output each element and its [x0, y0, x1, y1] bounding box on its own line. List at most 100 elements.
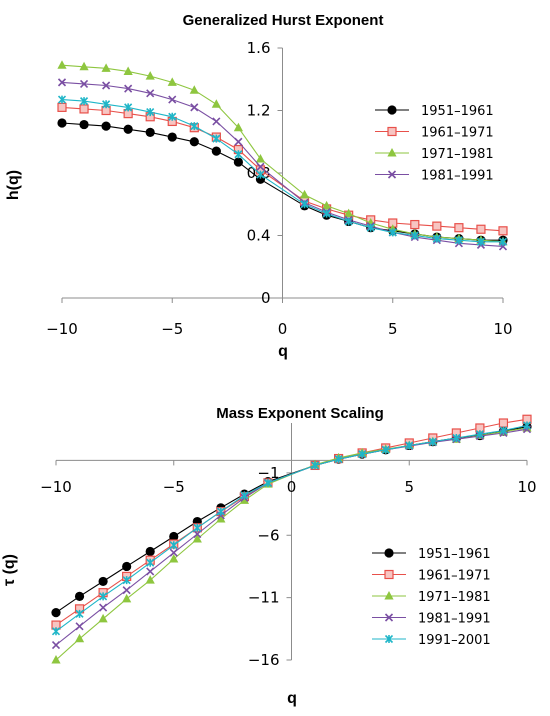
chart2-legend-label: 1971–1981	[418, 590, 491, 605]
chart1-y-axis-label: h(q)	[5, 170, 22, 200]
chart1-x-tick-label: 10	[493, 320, 512, 338]
chart1-y-tick-label: 0.4	[247, 227, 271, 245]
chart2-legend-label: 1981–1991	[418, 612, 491, 627]
chart2-data-point	[310, 461, 320, 470]
chart1-data-point	[322, 200, 332, 210]
chart1-data-point	[79, 104, 89, 114]
chart1-data-point	[124, 103, 133, 112]
chart2-legend-label: 1961–1971	[418, 569, 491, 584]
chart1-data-point	[299, 189, 310, 199]
chart2-data-point	[145, 546, 155, 557]
chart2-y-tick-label: −11	[248, 589, 280, 607]
chart2-data-point	[51, 608, 61, 618]
chart2-y-tick-label: −1	[257, 464, 279, 482]
chart1-data-point	[79, 97, 89, 106]
chart1-data-point	[79, 119, 89, 130]
chart1-data-point	[101, 63, 111, 72]
chart2-data-point	[75, 609, 84, 618]
chart2-data-point	[145, 575, 155, 584]
chart1-legend-entry: 1951–1961	[375, 104, 494, 119]
chart2-data-point	[99, 592, 108, 601]
chart2-series-5	[51, 421, 532, 636]
chart1-data-point	[255, 153, 266, 163]
chart2-legend-entry: 1961–1971	[372, 569, 491, 584]
chart1-x-tick-label: −10	[46, 320, 78, 338]
chart1-data-point	[102, 100, 111, 109]
chart1-legend-entry: 1981–1991	[375, 169, 494, 184]
chart2-data-point	[499, 426, 508, 435]
chart2-data-point	[74, 633, 85, 643]
chart1-data-point	[212, 117, 221, 126]
chart1-data-point	[123, 124, 133, 134]
chart1-plot: −10−5051000.40.81.21.61951–19611961–1971…	[46, 39, 512, 338]
chart1-data-point	[168, 95, 177, 104]
chart1-series-line	[61, 64, 504, 243]
chart1-data-point	[498, 226, 508, 236]
chart1-x-tick-label: 0	[278, 320, 288, 338]
chart1-data-point	[167, 132, 177, 142]
chart2-x-axis-label: q	[287, 690, 297, 707]
chart1-data-point	[190, 122, 199, 131]
chart1-data-point	[101, 121, 111, 131]
chart1-legend-label: 1981–1991	[421, 169, 494, 184]
chart2-x-tick-label: 5	[404, 478, 414, 496]
chart1-data-point	[366, 223, 375, 232]
chart2-data-point	[51, 627, 61, 636]
chart2-data-point	[192, 534, 202, 543]
chart1-data-point	[410, 231, 419, 240]
chart2-x-tick-label: 0	[287, 478, 297, 496]
chart1-data-point	[57, 118, 67, 128]
chart2-data-point	[498, 418, 509, 428]
chart2-data-point	[122, 586, 131, 595]
chart1-series-5	[57, 95, 508, 246]
chart1-data-point	[168, 112, 177, 121]
chart2-data-point	[405, 441, 414, 450]
chart2-x-tick-label: −5	[163, 478, 185, 496]
chart1-data-point	[190, 103, 199, 112]
chart2-data-point	[99, 603, 108, 612]
chart2-data-point	[122, 561, 132, 572]
chart2-data-point	[381, 445, 390, 454]
chart2-legend-label: 1951–1961	[418, 547, 491, 562]
chart1-data-point	[123, 66, 133, 75]
chart2-data-point	[452, 433, 461, 443]
chart2-x-tick-label: 10	[517, 478, 536, 496]
chart1-data-point	[79, 79, 89, 89]
chart2-legend-entry: 1971–1981	[372, 590, 491, 605]
chart2-data-point	[75, 622, 84, 631]
chart1-data-point	[146, 89, 155, 98]
chart2-data-point	[216, 514, 226, 523]
chart1-data-point	[432, 234, 441, 243]
chart1-data-point	[212, 134, 221, 143]
chart2-legend-marker	[384, 613, 394, 622]
chart2-data-point	[522, 421, 532, 430]
chart2-data-point	[122, 593, 132, 603]
chart1-data-point	[211, 99, 221, 108]
chart2-data-point	[475, 430, 484, 439]
chart2-data-point	[74, 591, 85, 601]
chart1-data-point	[454, 236, 463, 245]
chart2-y-tick-label: −6	[257, 526, 279, 544]
chart2-y-axis-label: τ (q)	[1, 554, 18, 586]
chart2-data-point	[239, 495, 249, 504]
chart2-data-point	[169, 548, 178, 557]
chart1-data-point	[57, 78, 67, 87]
chart2-legend-marker	[384, 634, 394, 644]
chart1-x-tick-label: −5	[161, 320, 183, 338]
chart1-data-point	[57, 102, 67, 112]
chart1-y-tick-label: 0	[261, 289, 271, 307]
chart1-data-point	[102, 81, 111, 90]
chart1-data-point	[300, 200, 309, 209]
chart1-data-point	[57, 95, 67, 104]
chart2-data-point	[334, 455, 343, 464]
chart1-x-axis-label: q	[278, 343, 288, 360]
chart1-title: Generalized Hurst Exponent	[183, 12, 384, 29]
chart1-data-point	[234, 150, 243, 159]
chart2-data-point	[51, 655, 61, 664]
chart1-legend-marker	[387, 170, 397, 179]
chart1-data-point	[256, 170, 265, 179]
chart2-data-point	[98, 613, 108, 623]
chart2-data-point	[263, 478, 273, 487]
chart2-data-point	[193, 523, 202, 532]
